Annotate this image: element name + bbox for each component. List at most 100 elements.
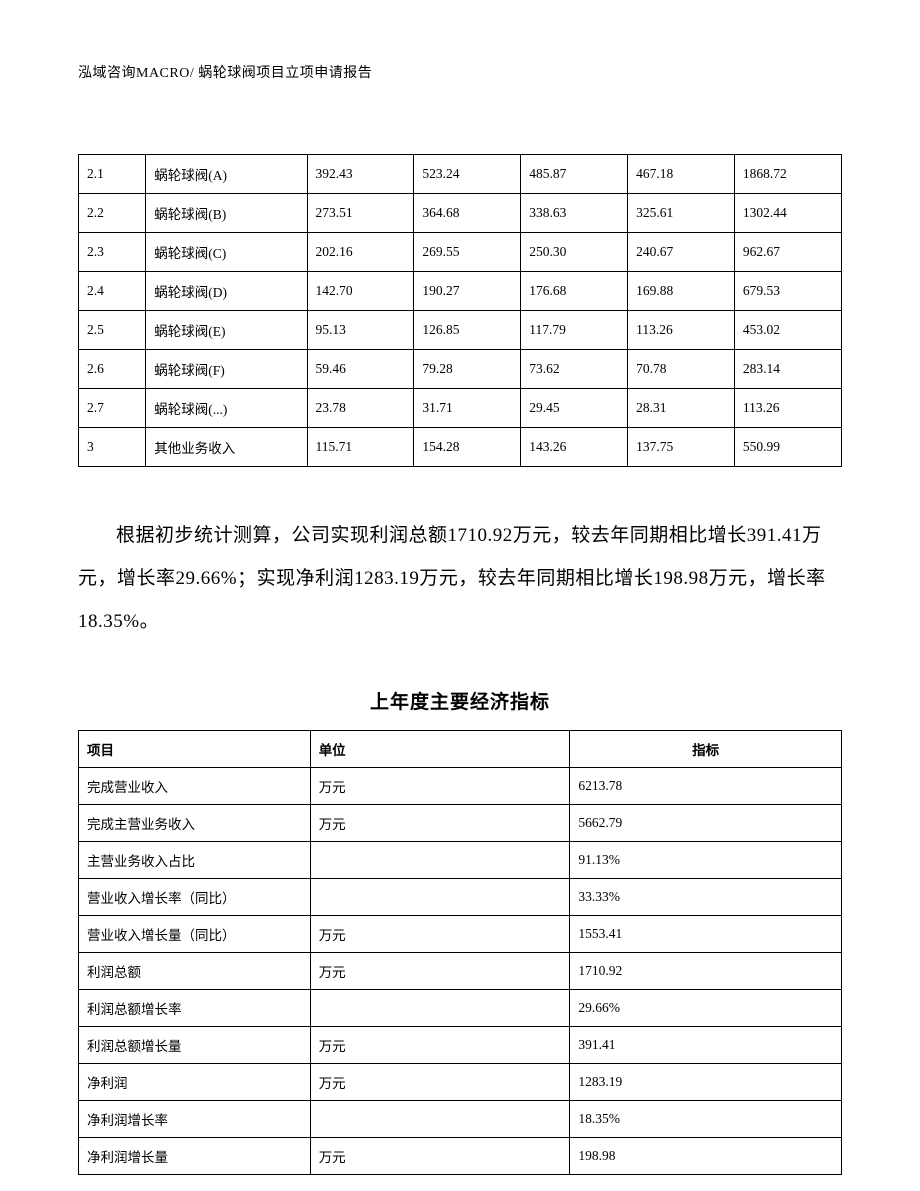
- cell: 115.71: [307, 428, 414, 467]
- cell: 95.13: [307, 311, 414, 350]
- cell: 蜗轮球阀(C): [146, 233, 307, 272]
- table-row: 利润总额 万元 1710.92: [79, 953, 842, 990]
- cell: 273.51: [307, 194, 414, 233]
- cell: 91.13%: [570, 842, 842, 879]
- table-row: 2.4 蜗轮球阀(D) 142.70 190.27 176.68 169.88 …: [79, 272, 842, 311]
- cell: 169.88: [628, 272, 735, 311]
- cell: 1710.92: [570, 953, 842, 990]
- cell: 250.30: [521, 233, 628, 272]
- cell: 523.24: [414, 155, 521, 194]
- table-row: 2.7 蜗轮球阀(...) 23.78 31.71 29.45 28.31 11…: [79, 389, 842, 428]
- cell: 净利润增长率: [79, 1101, 311, 1138]
- cell: 1868.72: [734, 155, 841, 194]
- table-row: 2.1 蜗轮球阀(A) 392.43 523.24 485.87 467.18 …: [79, 155, 842, 194]
- cell: 主营业务收入占比: [79, 842, 311, 879]
- table-row: 营业收入增长量（同比） 万元 1553.41: [79, 916, 842, 953]
- cell: 万元: [310, 805, 570, 842]
- cell: 蜗轮球阀(B): [146, 194, 307, 233]
- cell: 利润总额: [79, 953, 311, 990]
- cell: 467.18: [628, 155, 735, 194]
- cell: 蜗轮球阀(D): [146, 272, 307, 311]
- table-row: 净利润 万元 1283.19: [79, 1064, 842, 1101]
- cell: 2.7: [79, 389, 146, 428]
- cell: 蜗轮球阀(A): [146, 155, 307, 194]
- cell: 完成营业收入: [79, 768, 311, 805]
- cell: 6213.78: [570, 768, 842, 805]
- cell: 营业收入增长量（同比）: [79, 916, 311, 953]
- cell: 完成主营业务收入: [79, 805, 311, 842]
- table-row: 2.2 蜗轮球阀(B) 273.51 364.68 338.63 325.61 …: [79, 194, 842, 233]
- cell: 31.71: [414, 389, 521, 428]
- cell: 万元: [310, 1064, 570, 1101]
- cell: 万元: [310, 953, 570, 990]
- cell: 453.02: [734, 311, 841, 350]
- cell: 营业收入增长率（同比）: [79, 879, 311, 916]
- cell: 283.14: [734, 350, 841, 389]
- product-revenue-table: 2.1 蜗轮球阀(A) 392.43 523.24 485.87 467.18 …: [78, 154, 842, 467]
- cell: 143.26: [521, 428, 628, 467]
- cell: 391.41: [570, 1027, 842, 1064]
- table-row: 利润总额增长量 万元 391.41: [79, 1027, 842, 1064]
- cell: 137.75: [628, 428, 735, 467]
- cell: 利润总额增长量: [79, 1027, 311, 1064]
- cell: 485.87: [521, 155, 628, 194]
- cell: 392.43: [307, 155, 414, 194]
- table-row: 净利润增长量 万元 198.98: [79, 1138, 842, 1175]
- table2-title: 上年度主要经济指标: [78, 687, 842, 714]
- page: 泓域咨询MACRO/ 蜗轮球阀项目立项申请报告 2.1 蜗轮球阀(A) 392.…: [0, 0, 920, 1175]
- cell: 28.31: [628, 389, 735, 428]
- table-row: 3 其他业务收入 115.71 154.28 143.26 137.75 550…: [79, 428, 842, 467]
- cell: 176.68: [521, 272, 628, 311]
- cell: 2.5: [79, 311, 146, 350]
- cell: 29.66%: [570, 990, 842, 1027]
- cell: 240.67: [628, 233, 735, 272]
- table2-body: 完成营业收入 万元 6213.78 完成主营业务收入 万元 5662.79 主营…: [79, 768, 842, 1175]
- cell: 198.98: [570, 1138, 842, 1175]
- cell: 79.28: [414, 350, 521, 389]
- table-row: 利润总额增长率 29.66%: [79, 990, 842, 1027]
- cell: 万元: [310, 768, 570, 805]
- cell: 126.85: [414, 311, 521, 350]
- table-row: 2.5 蜗轮球阀(E) 95.13 126.85 117.79 113.26 4…: [79, 311, 842, 350]
- cell: 202.16: [307, 233, 414, 272]
- cell: 蜗轮球阀(E): [146, 311, 307, 350]
- cell: 154.28: [414, 428, 521, 467]
- header-indicator: 指标: [570, 731, 842, 768]
- table1-body: 2.1 蜗轮球阀(A) 392.43 523.24 485.87 467.18 …: [79, 155, 842, 467]
- cell: 70.78: [628, 350, 735, 389]
- cell: 利润总额增长率: [79, 990, 311, 1027]
- cell: 18.35%: [570, 1101, 842, 1138]
- table-row: 2.3 蜗轮球阀(C) 202.16 269.55 250.30 240.67 …: [79, 233, 842, 272]
- cell: 5662.79: [570, 805, 842, 842]
- table-row: 完成主营业务收入 万元 5662.79: [79, 805, 842, 842]
- cell: 2.6: [79, 350, 146, 389]
- cell: 2.1: [79, 155, 146, 194]
- cell: 33.33%: [570, 879, 842, 916]
- table-row: 完成营业收入 万元 6213.78: [79, 768, 842, 805]
- cell: 190.27: [414, 272, 521, 311]
- cell: [310, 1101, 570, 1138]
- cell: 338.63: [521, 194, 628, 233]
- cell: 962.67: [734, 233, 841, 272]
- cell: 550.99: [734, 428, 841, 467]
- cell: 325.61: [628, 194, 735, 233]
- economic-indicators-table: 项目 单位 指标 完成营业收入 万元 6213.78 完成主营业务收入 万元 5…: [78, 730, 842, 1175]
- cell: 2.4: [79, 272, 146, 311]
- table-header-row: 项目 单位 指标: [79, 731, 842, 768]
- cell: 23.78: [307, 389, 414, 428]
- cell: [310, 990, 570, 1027]
- cell: 3: [79, 428, 146, 467]
- cell: 净利润: [79, 1064, 311, 1101]
- cell: 142.70: [307, 272, 414, 311]
- table-row: 主营业务收入占比 91.13%: [79, 842, 842, 879]
- cell: 117.79: [521, 311, 628, 350]
- cell: 蜗轮球阀(...): [146, 389, 307, 428]
- cell: 2.3: [79, 233, 146, 272]
- cell: [310, 879, 570, 916]
- analysis-paragraph: 根据初步统计测算，公司实现利润总额1710.92万元，较去年同期相比增长391.…: [78, 515, 842, 643]
- cell: 113.26: [628, 311, 735, 350]
- cell: 2.2: [79, 194, 146, 233]
- cell: 364.68: [414, 194, 521, 233]
- cell: 其他业务收入: [146, 428, 307, 467]
- table-row: 营业收入增长率（同比） 33.33%: [79, 879, 842, 916]
